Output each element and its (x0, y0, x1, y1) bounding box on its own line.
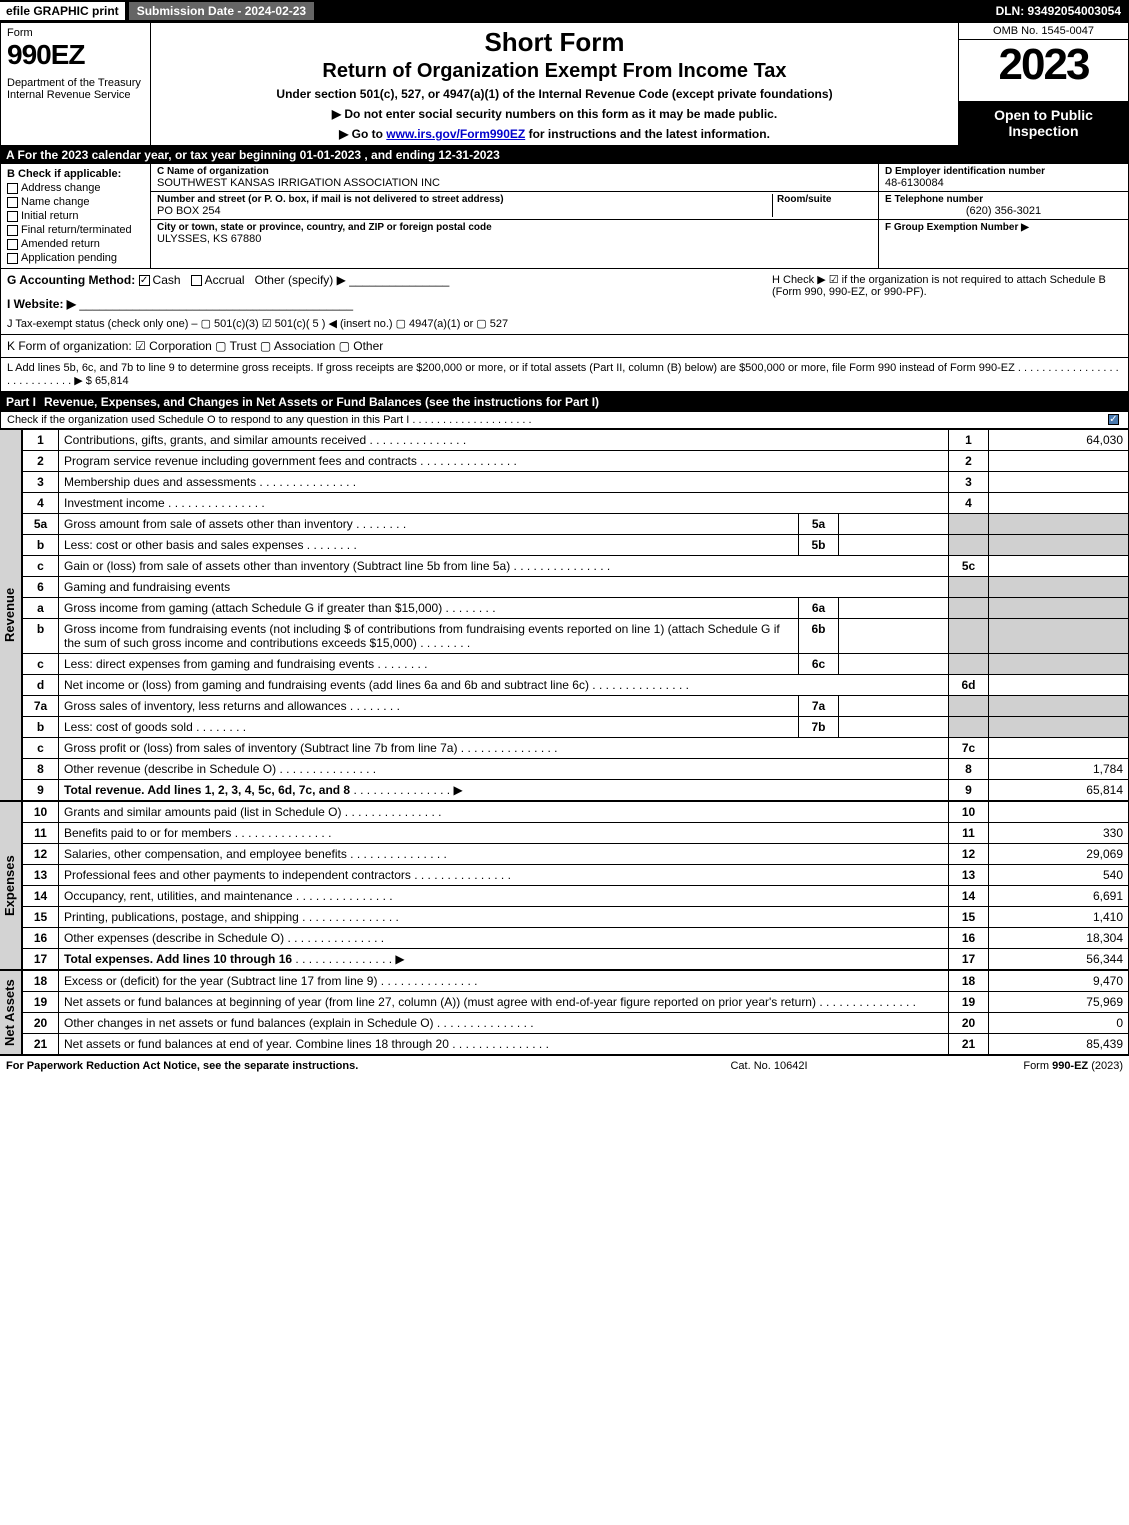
line-17: 17Total expenses. Add lines 10 through 1… (23, 949, 1129, 970)
subtitle-2a: ▶ Do not enter social security numbers o… (155, 107, 954, 121)
b-middle: C Name of organization SOUTHWEST KANSAS … (151, 164, 878, 268)
k-form-org: K Form of organization: ☑ Corporation ▢ … (0, 335, 1129, 358)
omb: OMB No. 1545-0047 (959, 23, 1128, 40)
line-19: 19Net assets or fund balances at beginni… (23, 992, 1129, 1013)
short-form-title: Short Form (155, 27, 954, 58)
footer-left: For Paperwork Reduction Act Notice, see … (6, 1060, 515, 1072)
chk-final-return[interactable]: Final return/terminated (7, 224, 144, 236)
irs-link[interactable]: www.irs.gov/Form990EZ (386, 127, 525, 141)
c-name-row: C Name of organization SOUTHWEST KANSAS … (151, 164, 878, 192)
line-5a: 5aGross amount from sale of assets other… (23, 514, 1129, 535)
top-bar: efile GRAPHIC print Submission Date - 20… (0, 0, 1129, 22)
d-ein: D Employer identification number 48-6130… (879, 164, 1128, 192)
b-checkboxes: B Check if applicable: Address change Na… (1, 164, 151, 268)
line-a: aGross income from gaming (attach Schedu… (23, 598, 1129, 619)
e-phone: E Telephone number (620) 356-3021 (879, 192, 1128, 220)
vlabel-netassets: Net Assets (0, 970, 22, 1055)
i-website: I Website: ▶ ___________________________… (7, 297, 772, 311)
line-b: bLess: cost of goods sold . . . . . . . … (23, 717, 1129, 738)
efile-label[interactable]: efile GRAPHIC print (0, 2, 125, 20)
line-c: cLess: direct expenses from gaming and f… (23, 654, 1129, 675)
subtitle-2b: ▶ Go to www.irs.gov/Form990EZ for instru… (155, 127, 954, 141)
l-gross-receipts: L Add lines 5b, 6c, and 7b to line 9 to … (0, 358, 1129, 392)
line-4: 4Investment income . . . . . . . . . . .… (23, 493, 1129, 514)
open-inspection: Open to Public Inspection (959, 101, 1128, 145)
chk-accrual[interactable] (191, 275, 202, 286)
expenses-block: Expenses 10Grants and similar amounts pa… (0, 801, 1129, 970)
line-11: 11Benefits paid to or for members . . . … (23, 823, 1129, 844)
form-number: 990EZ (7, 39, 144, 71)
h-check: H Check ▶ ☑ if the organization is not r… (772, 273, 1122, 330)
tax-year: 2023 (959, 40, 1128, 90)
line-12: 12Salaries, other compensation, and empl… (23, 844, 1129, 865)
footer-center: Cat. No. 10642I (515, 1060, 1024, 1072)
chk-amended[interactable]: Amended return (7, 238, 144, 250)
line-15: 15Printing, publications, postage, and s… (23, 907, 1129, 928)
org-address: PO BOX 254 (157, 205, 772, 217)
g-accounting: G Accounting Method: ✓Cash Accrual Other… (7, 273, 772, 287)
line-d: dNet income or (loss) from gaming and fu… (23, 675, 1129, 696)
line-13: 13Professional fees and other payments t… (23, 865, 1129, 886)
line-c: cGross profit or (loss) from sales of in… (23, 738, 1129, 759)
form-word: Form (7, 27, 144, 39)
line-20: 20Other changes in net assets or fund ba… (23, 1013, 1129, 1034)
form-header: Form 990EZ Department of the Treasury In… (0, 22, 1129, 146)
vlabel-revenue: Revenue (0, 429, 22, 801)
line-c: cGain or (loss) from sale of assets othe… (23, 556, 1129, 577)
chk-name-change[interactable]: Name change (7, 196, 144, 208)
netassets-block: Net Assets 18Excess or (deficit) for the… (0, 970, 1129, 1055)
line-3: 3Membership dues and assessments . . . .… (23, 472, 1129, 493)
revenue-block: Revenue 1Contributions, gifts, grants, a… (0, 429, 1129, 801)
b-right: D Employer identification number 48-6130… (878, 164, 1128, 268)
header-right: OMB No. 1545-0047 2023 Open to Public In… (958, 23, 1128, 145)
header-center: Short Form Return of Organization Exempt… (151, 23, 958, 145)
addr-row: Number and street (or P. O. box, if mail… (151, 192, 878, 220)
netassets-table: 18Excess or (deficit) for the year (Subt… (22, 970, 1129, 1055)
chk-initial-return[interactable]: Initial return (7, 210, 144, 222)
chk-address-change[interactable]: Address change (7, 182, 144, 194)
city-row: City or town, state or province, country… (151, 220, 878, 247)
line-8: 8Other revenue (describe in Schedule O) … (23, 759, 1129, 780)
header-left: Form 990EZ Department of the Treasury In… (1, 23, 151, 145)
line-9: 9Total revenue. Add lines 1, 2, 3, 4, 5c… (23, 780, 1129, 801)
dln: DLN: 93492054003054 (988, 2, 1129, 20)
footer-right: Form 990-EZ (2023) (1023, 1060, 1123, 1072)
chk-cash[interactable]: ✓ (139, 275, 150, 286)
row-a: A For the 2023 calendar year, or tax yea… (0, 146, 1129, 164)
line-6: 6Gaming and fundraising events (23, 577, 1129, 598)
line-21: 21Net assets or fund balances at end of … (23, 1034, 1129, 1055)
expenses-table: 10Grants and similar amounts paid (list … (22, 801, 1129, 970)
return-title: Return of Organization Exempt From Incom… (155, 60, 954, 83)
section-g-h-i-j: G Accounting Method: ✓Cash Accrual Other… (0, 269, 1129, 335)
line-18: 18Excess or (deficit) for the year (Subt… (23, 971, 1129, 992)
part-1-header: Part I Revenue, Expenses, and Changes in… (0, 392, 1129, 412)
part-1-sub: Check if the organization used Schedule … (0, 412, 1129, 429)
b-header: B Check if applicable: (7, 168, 144, 180)
line-2: 2Program service revenue including gover… (23, 451, 1129, 472)
revenue-table: 1Contributions, gifts, grants, and simil… (22, 429, 1129, 801)
org-name: SOUTHWEST KANSAS IRRIGATION ASSOCIATION … (157, 177, 872, 189)
line-16: 16Other expenses (describe in Schedule O… (23, 928, 1129, 949)
schedule-o-check[interactable]: ✓ (1108, 414, 1119, 425)
dept: Department of the Treasury Internal Reve… (7, 77, 144, 101)
chk-pending[interactable]: Application pending (7, 252, 144, 264)
line-14: 14Occupancy, rent, utilities, and mainte… (23, 886, 1129, 907)
line-1: 1Contributions, gifts, grants, and simil… (23, 430, 1129, 451)
submission-date: Submission Date - 2024-02-23 (129, 2, 314, 20)
line-10: 10Grants and similar amounts paid (list … (23, 802, 1129, 823)
line-b: bGross income from fundraising events (n… (23, 619, 1129, 654)
org-city: ULYSSES, KS 67880 (157, 233, 872, 245)
subtitle-1: Under section 501(c), 527, or 4947(a)(1)… (155, 87, 954, 101)
section-b-to-f: B Check if applicable: Address change Na… (0, 164, 1129, 269)
j-tax-status: J Tax-exempt status (check only one) – ▢… (7, 317, 772, 330)
line-7a: 7aGross sales of inventory, less returns… (23, 696, 1129, 717)
f-group: F Group Exemption Number ▶ (879, 220, 1128, 235)
vlabel-expenses: Expenses (0, 801, 22, 970)
footer: For Paperwork Reduction Act Notice, see … (0, 1055, 1129, 1076)
line-b: bLess: cost or other basis and sales exp… (23, 535, 1129, 556)
